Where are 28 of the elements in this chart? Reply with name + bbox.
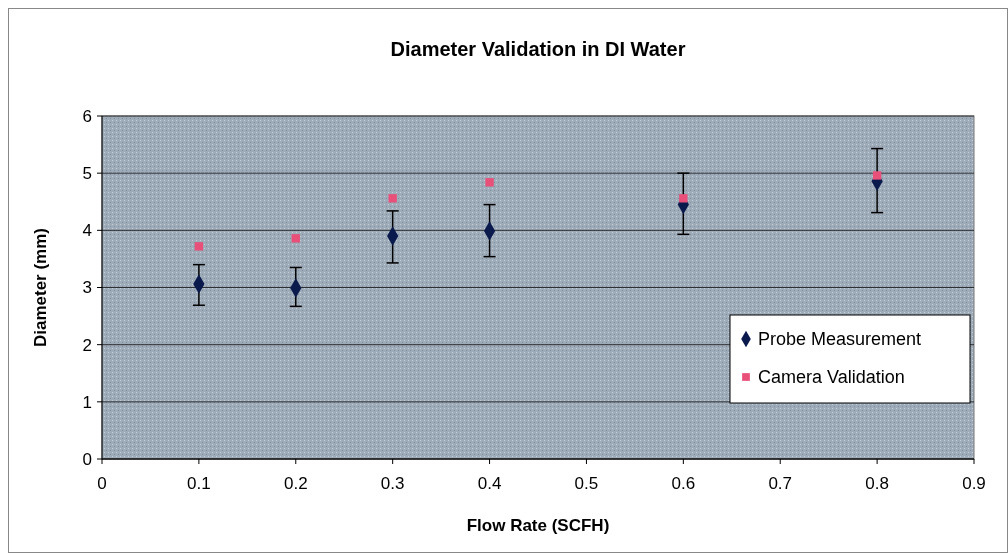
y-axis-title: Diameter (mm) xyxy=(31,227,50,348)
x-tick-label: 0.5 xyxy=(574,474,599,493)
x-tick-label: 0.6 xyxy=(671,474,696,493)
legend-label: Probe Measurement xyxy=(758,329,922,350)
y-tick-label: 3 xyxy=(82,278,92,298)
y-tick-label: 2 xyxy=(82,335,92,355)
x-tick-label: 0.9 xyxy=(962,474,986,493)
x-tick-label: 0.3 xyxy=(380,474,405,493)
point xyxy=(872,171,882,180)
point xyxy=(485,178,494,187)
y-tick-label: 0 xyxy=(82,449,92,469)
x-tick-label: 0 xyxy=(97,474,107,493)
legend-label: Camera Validation xyxy=(758,367,905,388)
point xyxy=(388,194,397,203)
x-tick-label: 0.4 xyxy=(477,474,502,493)
y-tick-label: 5 xyxy=(82,164,92,184)
x-tick-label: 0.1 xyxy=(187,474,211,493)
x-tick-label: 0.7 xyxy=(768,474,793,493)
x-tick-label: 0.8 xyxy=(865,474,889,493)
point xyxy=(194,242,204,251)
point xyxy=(291,234,300,243)
x-axis-title: Flow Rate (SCFH) xyxy=(466,516,610,535)
point xyxy=(679,194,688,203)
y-tick-label: 6 xyxy=(82,106,92,126)
y-tick-label: 4 xyxy=(82,221,92,241)
chart-title: Diameter Validation in DI Water xyxy=(390,38,686,60)
x-tick-label: 0.2 xyxy=(283,474,308,493)
y-tick-label: 1 xyxy=(82,392,92,412)
